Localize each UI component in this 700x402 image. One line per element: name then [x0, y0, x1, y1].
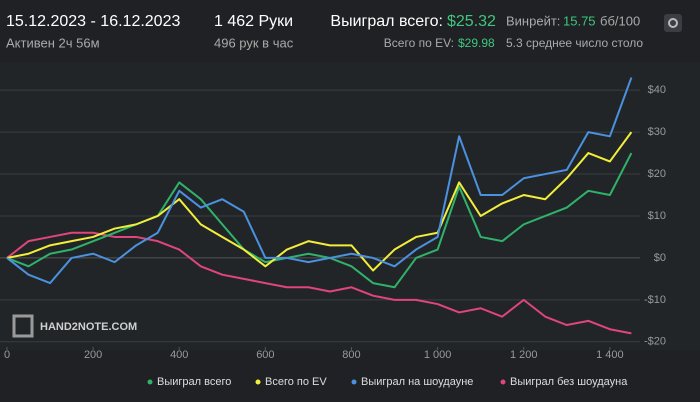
watermark-text: HAND2NOTE.COM [40, 321, 137, 333]
x-tick-label: 1 200 [510, 349, 538, 361]
legend-label: Выиграл на шоудауне [361, 376, 473, 388]
x-tick-label: 800 [342, 349, 360, 361]
won-value: $25.32 [447, 13, 496, 30]
won-label: Выиграл всего: [330, 13, 443, 30]
legend-marker [147, 379, 153, 385]
y-tick-label: $40 [648, 84, 666, 96]
x-tick-label: 600 [256, 349, 274, 361]
plot-area [0, 62, 700, 350]
y-tick-label: $0 [654, 252, 666, 264]
y-tick-label: $20 [648, 168, 666, 180]
y-tick-label: -$10 [644, 294, 666, 306]
y-tick-label: $10 [648, 210, 666, 222]
active-time: Активен 2ч 56м [6, 35, 100, 50]
hands: 1 462 Руки [214, 13, 293, 30]
legend-marker [500, 379, 506, 385]
legend-marker [255, 379, 261, 385]
y-tick-label: $30 [648, 126, 666, 138]
x-tick-label: 1 400 [596, 349, 624, 361]
x-tick-label: 0 [4, 349, 10, 361]
legend-label: Выиграл без шоудауна [510, 376, 628, 388]
mask [646, 56, 700, 58]
series-line [6, 77, 633, 285]
settings-icon[interactable] [664, 14, 682, 32]
x-tick-label: 400 [170, 349, 188, 361]
series-line [6, 231, 632, 335]
ev-value: $29.98 [458, 36, 495, 50]
winrate-label: Винрейт: [506, 13, 560, 28]
legend-marker [351, 379, 357, 385]
y-tick-label: -$20 [644, 336, 666, 348]
winrate-unit: бб/100 [600, 13, 640, 28]
series-line [6, 152, 633, 289]
hands-per-hour: 496 рук в час [214, 35, 294, 50]
x-tick-label: 1 000 [424, 349, 452, 361]
watermark: HAND2NOTE.COM [12, 314, 137, 338]
x-tick-label: 200 [84, 349, 102, 361]
series-line [6, 131, 633, 272]
ev-label: Всего по EV: [384, 36, 454, 50]
date-range: 15.12.2023 - 16.12.2023 [6, 13, 180, 30]
legend-label: Всего по EV [265, 376, 327, 388]
legend-label: Выиграл всего [157, 376, 231, 388]
winrate-value: 15.75 [563, 13, 596, 28]
tables: 5.3 среднее число столо [506, 36, 643, 50]
